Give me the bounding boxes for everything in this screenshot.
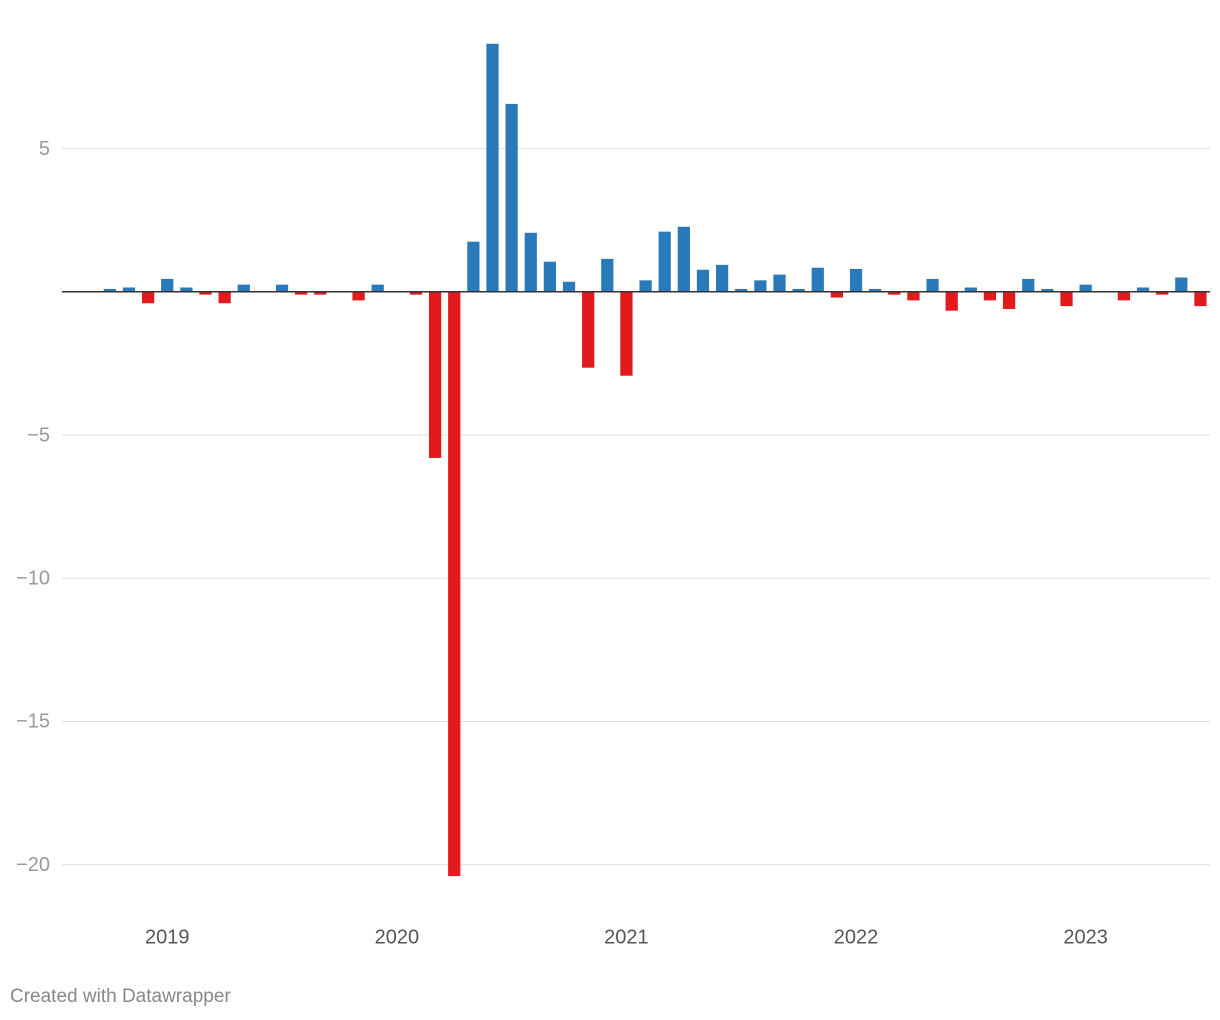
bar — [409, 291, 423, 295]
bar — [1079, 284, 1092, 292]
bar — [1117, 291, 1131, 301]
bar — [582, 291, 595, 368]
bar — [715, 264, 729, 292]
bar — [122, 287, 136, 292]
y-tick-label: −10 — [16, 568, 50, 590]
bar — [562, 281, 576, 292]
bar — [677, 226, 690, 292]
bar — [199, 291, 212, 295]
y-tick-label: −15 — [16, 711, 50, 733]
bar — [295, 291, 308, 295]
footer: Created with Datawrapper — [10, 986, 231, 1007]
bar — [486, 43, 499, 292]
bar — [869, 288, 882, 292]
bar — [735, 288, 748, 292]
x-tick-label: 2023 — [1063, 926, 1108, 948]
bar — [1156, 291, 1169, 295]
bar — [792, 288, 805, 292]
bar — [428, 291, 442, 458]
y-tick-label: 5 — [39, 138, 50, 160]
bar — [141, 291, 155, 304]
bar — [467, 241, 480, 292]
bar — [888, 291, 901, 295]
bar — [218, 291, 231, 304]
bar — [754, 280, 767, 292]
bar — [314, 291, 327, 295]
bar — [830, 291, 844, 298]
x-tick-label: 2020 — [375, 926, 420, 948]
bar — [907, 291, 920, 301]
bar — [601, 258, 614, 292]
bar — [275, 284, 289, 292]
x-tick-label: 2019 — [145, 926, 190, 948]
bar — [1175, 277, 1188, 292]
bar — [696, 269, 710, 292]
bar — [1041, 288, 1054, 292]
bar — [1022, 278, 1035, 292]
bar — [237, 284, 250, 292]
bar — [371, 284, 384, 292]
bar — [1002, 291, 1016, 309]
bar — [524, 232, 537, 292]
bar — [1136, 287, 1150, 292]
bar — [543, 261, 557, 292]
bar — [773, 274, 786, 292]
bar — [1060, 291, 1073, 307]
x-tick-label: 2022 — [834, 926, 879, 948]
bar — [926, 278, 939, 292]
bar — [849, 268, 863, 292]
bar — [103, 288, 116, 292]
bar — [983, 291, 997, 301]
bar — [639, 280, 652, 292]
x-tick-label: 2021 — [604, 926, 649, 948]
bar — [945, 291, 958, 311]
y-tick-label: −5 — [27, 424, 50, 446]
bar — [620, 291, 633, 376]
bar — [161, 278, 174, 292]
bar — [180, 287, 193, 292]
bar — [1194, 291, 1207, 307]
bar — [505, 103, 518, 292]
bar — [352, 291, 365, 301]
y-tick-label: −20 — [16, 854, 50, 876]
bar — [658, 231, 671, 292]
bar — [811, 267, 824, 292]
bar — [964, 287, 977, 292]
bar — [448, 291, 461, 877]
